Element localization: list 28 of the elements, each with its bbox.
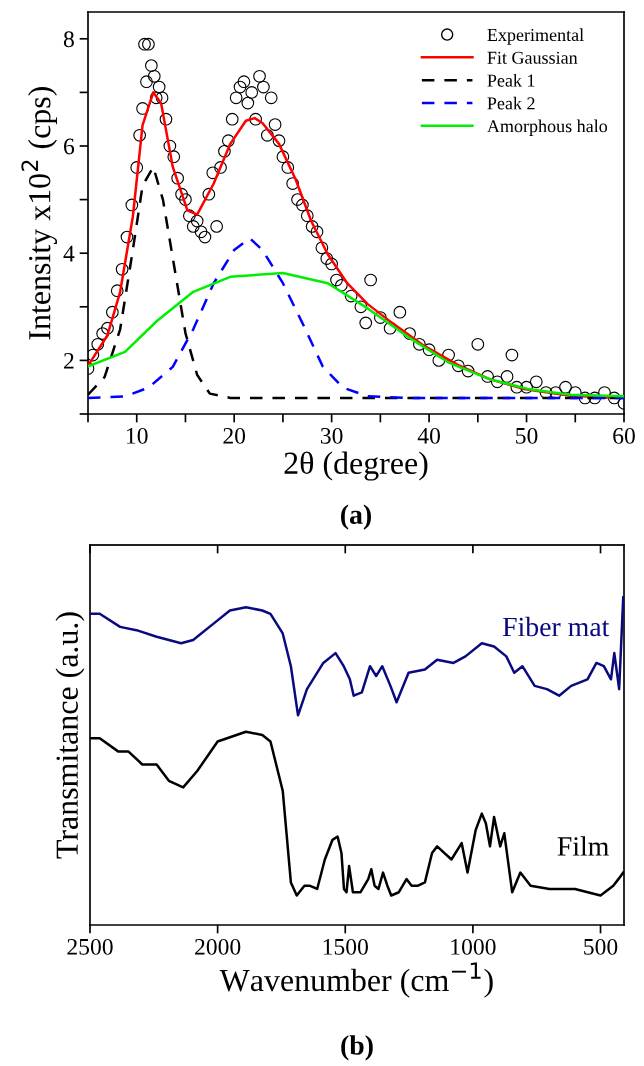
x-tick-label: 20 <box>223 427 246 444</box>
x-tick-label: 50 <box>516 427 538 444</box>
legend-label: Peak 1 <box>487 73 535 87</box>
y-tick-label: 6 <box>64 138 75 155</box>
legend-label: Peak 2 <box>487 96 535 110</box>
legend-label: Amorphous halo <box>487 119 608 136</box>
x-tick-label: 1000 <box>451 938 496 955</box>
x-tick-label: 1500 <box>323 938 368 955</box>
series-label: Film <box>557 836 609 856</box>
y-tick-label: 8 <box>63 31 74 48</box>
x-tick-label: 40 <box>417 427 440 444</box>
y-tick-label: 4 <box>63 245 75 262</box>
x-axis-title: Wavenumber (cm$^{−1}$) <box>219 962 493 998</box>
text: (a) <box>341 504 371 530</box>
x-tick-label: 2500 <box>67 938 113 955</box>
x-tick-label: 10 <box>127 427 148 444</box>
legend-label: Experimental <box>487 28 584 45</box>
x-tick-label: 30 <box>320 427 343 444</box>
x-tick-label: 2000 <box>195 938 241 955</box>
legend-label: Fit Gaussian <box>487 51 578 64</box>
y-axis-title: Intensity x10$^{2}$ (cps) <box>21 87 58 340</box>
x-tick-label: 60 <box>613 427 635 444</box>
x-axis-title: 2θ (degree) <box>284 451 428 481</box>
x-tick-label: 500 <box>584 938 618 955</box>
y-tick-label: 2 <box>64 352 74 369</box>
y-axis-title: Transmitance (a.u.) <box>55 612 85 859</box>
text: (b) <box>341 1035 373 1061</box>
series-label: Fiber mat <box>502 616 610 637</box>
